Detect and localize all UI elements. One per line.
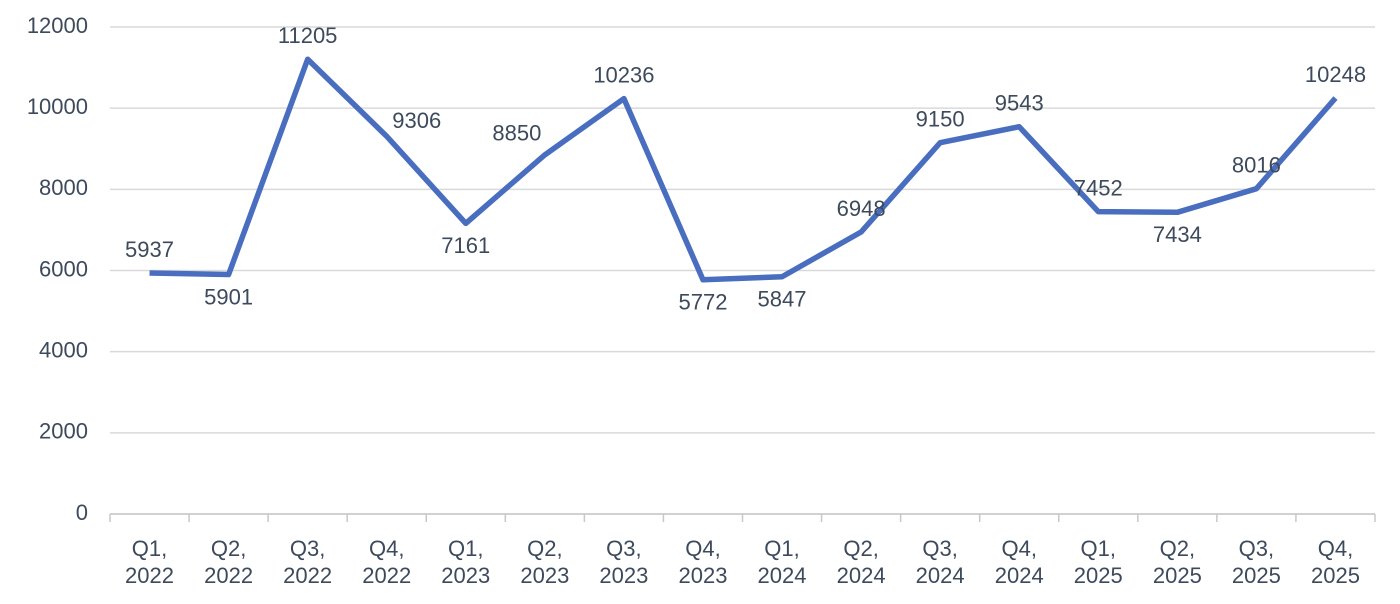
data-label: 5937 (125, 237, 174, 262)
x-tick-label: Q1, 2022 (125, 536, 174, 588)
x-tick-label: Q3, 2023 (599, 536, 649, 588)
data-label: 8850 (492, 121, 541, 146)
data-label: 7434 (1153, 222, 1202, 247)
y-tick-label: 12000 (27, 13, 88, 38)
data-label: 5901 (204, 284, 253, 309)
data-label: 8016 (1232, 152, 1281, 177)
data-label: 5772 (678, 290, 727, 315)
data-label: 6948 (837, 196, 886, 221)
x-tick-label: Q4, 2022 (362, 536, 412, 588)
data-label: 10248 (1305, 62, 1366, 87)
x-tick-label: Q3, 2022 (283, 536, 333, 588)
data-label: 9543 (995, 91, 1044, 116)
y-tick-label: 8000 (39, 175, 88, 200)
line (149, 56, 1338, 283)
x-tick-label: Q1, 2024 (757, 536, 807, 588)
y-tick-label: 0 (76, 500, 88, 525)
data-label: 9150 (916, 106, 965, 131)
x-tick-label: Q2, 2024 (836, 536, 886, 588)
y-tick-label: 10000 (27, 94, 88, 119)
data-label: 5847 (758, 287, 807, 312)
x-tick-label: Q2, 2025 (1152, 536, 1202, 588)
x-tick-label: Q4, 2023 (678, 536, 728, 588)
x-tick-label: Q4, 2024 (994, 536, 1044, 588)
y-tick-label: 6000 (39, 256, 88, 281)
y-tick-label: 2000 (39, 419, 88, 444)
y-tick-label: 4000 (39, 337, 88, 362)
x-tick-label: Q2, 2023 (520, 536, 570, 588)
x-tick-label: Q1, 2025 (1073, 536, 1123, 588)
data-label: 7161 (441, 233, 490, 258)
data-label: 11205 (278, 23, 338, 48)
data-label: 7452 (1074, 175, 1123, 200)
data-label: 10236 (593, 62, 654, 87)
x-tick-label: Q1, 2023 (441, 536, 491, 588)
x-tick-label: Q3, 2024 (915, 536, 965, 588)
x-tick-label: Q2, 2022 (204, 536, 254, 588)
x-tick-label: Q3, 2025 (1231, 536, 1281, 588)
x-tick-label: Q4, 2025 (1310, 536, 1360, 588)
data-label: 9306 (392, 108, 441, 133)
